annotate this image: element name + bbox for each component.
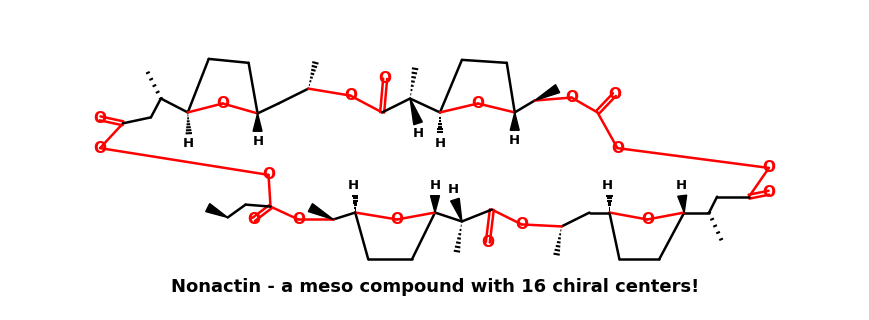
Text: O: O: [343, 88, 356, 103]
Text: H: H: [434, 137, 445, 150]
Text: H: H: [412, 127, 423, 140]
Polygon shape: [253, 113, 262, 131]
Text: H: H: [601, 179, 613, 192]
Text: O: O: [564, 90, 577, 105]
Text: H: H: [348, 179, 358, 192]
Text: H: H: [183, 137, 194, 150]
Text: O: O: [378, 71, 391, 86]
Text: O: O: [514, 217, 527, 232]
Polygon shape: [409, 99, 421, 125]
Polygon shape: [677, 195, 686, 212]
Text: O: O: [761, 160, 774, 175]
Text: H: H: [253, 135, 264, 148]
Polygon shape: [205, 204, 228, 218]
Text: H: H: [508, 134, 520, 147]
Text: H: H: [429, 179, 440, 192]
Polygon shape: [450, 198, 461, 221]
Text: O: O: [607, 87, 620, 102]
Polygon shape: [534, 85, 559, 100]
Text: O: O: [390, 212, 403, 227]
Text: O: O: [216, 96, 229, 111]
Polygon shape: [510, 112, 519, 130]
Text: O: O: [471, 96, 484, 111]
Text: Nonactin - a meso compound with 16 chiral centers!: Nonactin - a meso compound with 16 chira…: [170, 278, 699, 296]
Text: O: O: [610, 140, 623, 156]
Text: H: H: [675, 179, 686, 192]
Text: O: O: [262, 167, 275, 182]
Text: O: O: [292, 212, 305, 227]
Text: O: O: [94, 140, 106, 156]
Text: O: O: [94, 111, 106, 126]
Text: H: H: [447, 183, 458, 196]
Polygon shape: [308, 204, 333, 220]
Text: O: O: [481, 235, 494, 250]
Text: O: O: [247, 212, 260, 227]
Text: O: O: [761, 185, 774, 200]
Polygon shape: [430, 196, 439, 212]
Text: O: O: [640, 212, 653, 227]
